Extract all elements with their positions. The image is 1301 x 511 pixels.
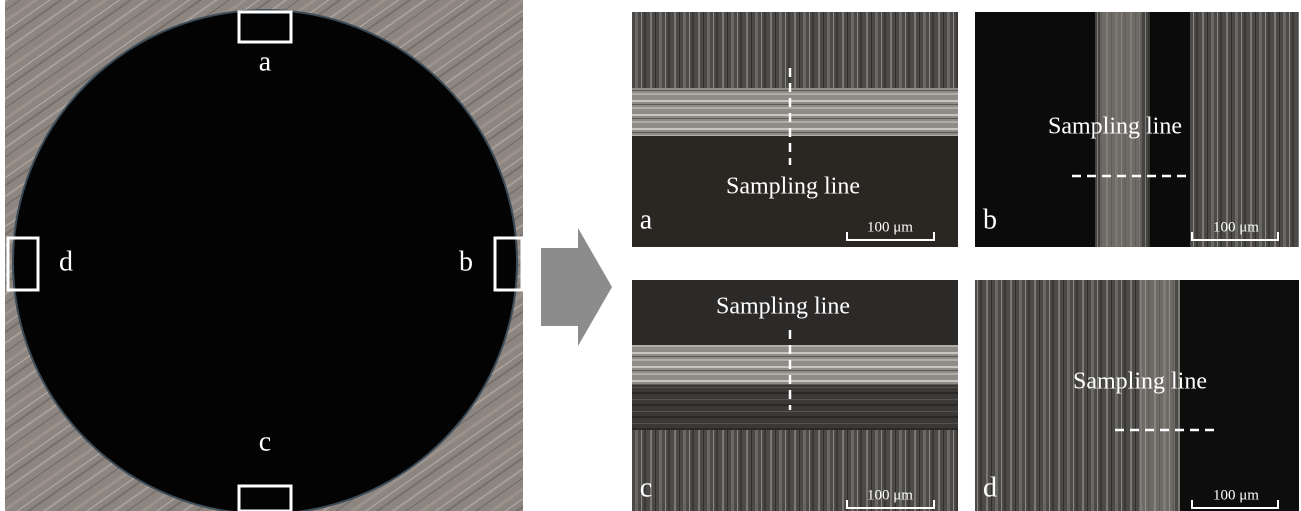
panel-label: a (640, 204, 653, 235)
panel-c: Sampling line c 100 μm (632, 280, 958, 511)
scale-label: 100 μm (867, 487, 913, 503)
scale-label: 100 μm (867, 219, 913, 235)
figure: a b c d Sampling line a 100 μm Sampling … (0, 0, 1301, 511)
region-label: c (259, 426, 271, 457)
region-label: a (259, 46, 272, 77)
micrograph (1180, 280, 1299, 511)
panel-label: c (640, 472, 652, 503)
micrograph (1190, 12, 1299, 247)
panel-label: b (983, 204, 997, 235)
panel-label: d (983, 472, 997, 503)
panel-a: Sampling line a 100 μm (632, 12, 958, 247)
micrograph (632, 88, 958, 136)
micrograph (632, 345, 958, 385)
annotation: Sampling line (1048, 114, 1182, 140)
source-image: a b c d (5, 0, 523, 511)
annotation: Sampling line (1073, 369, 1207, 395)
scale-label: 100 μm (1213, 487, 1259, 503)
arrow (541, 228, 612, 346)
annotation: Sampling line (716, 294, 850, 320)
micrograph (632, 385, 958, 430)
micrograph (1140, 280, 1175, 511)
annotation: Sampling line (726, 174, 860, 200)
panel-d: Sampling line d 100 μm (975, 280, 1299, 511)
panel-b: Sampling line b 100 μm (975, 12, 1299, 247)
scale-label: 100 μm (1213, 219, 1259, 235)
region-label: d (59, 246, 73, 277)
region-label: b (459, 246, 473, 277)
